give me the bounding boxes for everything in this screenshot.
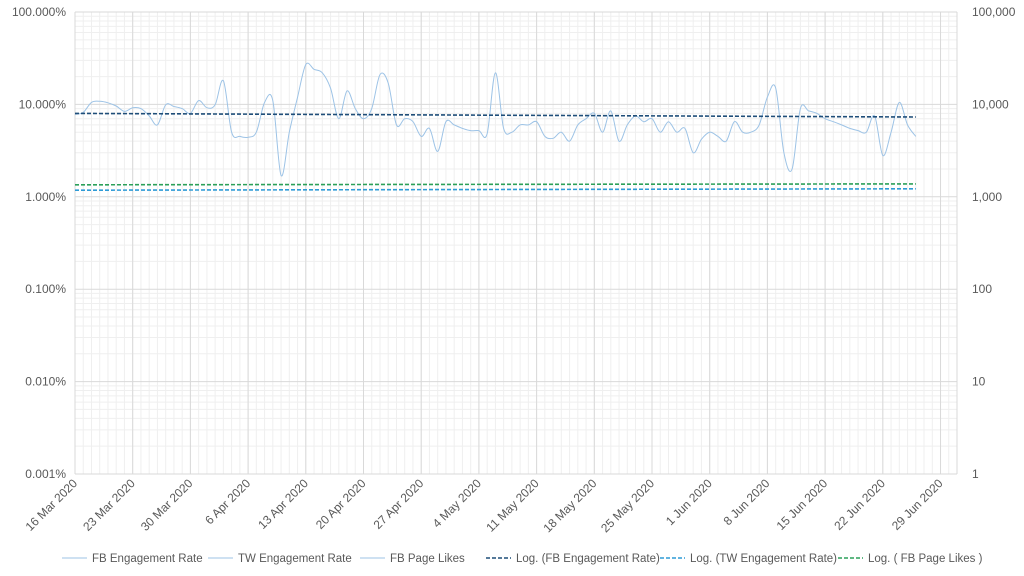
x-axis-tick-label: 11 May 2020: [483, 476, 542, 535]
legend-label: Log. (FB Engagement Rate): [516, 553, 660, 565]
legend-label: FB Page Likes: [390, 553, 465, 565]
right-axis-tick-label: 1,000: [972, 190, 1002, 204]
x-axis-tick-label: 27 Apr 2020: [371, 476, 427, 532]
x-axis-tick-labels: 16 Mar 2020 23 Mar 2020 30 Mar 2020 6 Apr 2…: [23, 476, 946, 535]
x-axis-tick-label: 29 Jun 2020: [889, 476, 946, 533]
series-line: [74, 188, 916, 191]
x-axis-tick-label: 20 Apr 2020: [313, 476, 369, 532]
right-axis-tick-label: 10,000: [972, 97, 1009, 111]
right-axis-tick-label: 1: [972, 467, 979, 481]
right-axis-tick-label: 10: [972, 375, 986, 389]
series-layer: [74, 62, 917, 191]
legend-label: Log. ( FB Page Likes ): [868, 553, 983, 565]
legend-label: FB Engagement Rate: [92, 553, 203, 565]
x-axis-tick-label: 23 Mar 2020: [80, 476, 138, 534]
left-axis-tick-label: 0.100%: [25, 282, 66, 296]
left-axis-tick-labels: 100.000% 10.000% 1.000% 0.100% 0.010% 0.001%: [12, 5, 66, 481]
x-axis-tick-label: 15 Jun 2020: [774, 476, 831, 533]
major-gridlines: [74, 11, 958, 475]
x-axis-tick-label: 1 Jun 2020: [663, 476, 715, 528]
legend: FB Engagement Rate TW Engagement Rate FB P…: [62, 553, 983, 565]
x-axis-tick-label: 6 Apr 2020: [202, 476, 253, 527]
right-axis-tick-label: 100: [972, 282, 992, 296]
left-axis-tick-label: 100.000%: [12, 5, 66, 19]
left-axis-tick-label: 1.000%: [25, 190, 66, 204]
series-line: [74, 112, 916, 118]
series-line: [74, 62, 917, 177]
left-axis-tick-label: 0.001%: [25, 467, 66, 481]
x-axis-tick-label: 8 Jun 2020: [721, 476, 773, 528]
x-axis-tick-label: 30 Mar 2020: [138, 476, 196, 534]
x-axis-tick-label: 4 May 2020: [430, 476, 484, 530]
right-axis-tick-labels: 100,000 10,000 1,000 100 10 1: [972, 5, 1016, 481]
x-axis-tick-label: 25 May 2020: [598, 476, 657, 535]
x-axis-tick-label: 16 Mar 2020: [23, 476, 81, 534]
x-axis-tick-label: 18 May 2020: [540, 476, 599, 535]
legend-label: Log. (TW Engagement Rate): [690, 553, 837, 565]
right-axis-tick-label: 100,000: [972, 5, 1016, 19]
series-line: [74, 183, 916, 186]
left-axis-tick-label: 10.000%: [19, 97, 67, 111]
legend-label: TW Engagement Rate: [238, 553, 352, 565]
x-axis-tick-label: 22 Jun 2020: [831, 476, 888, 533]
left-axis-tick-label: 0.010%: [25, 375, 66, 389]
x-axis-tick-label: 13 Apr 2020: [255, 476, 311, 532]
